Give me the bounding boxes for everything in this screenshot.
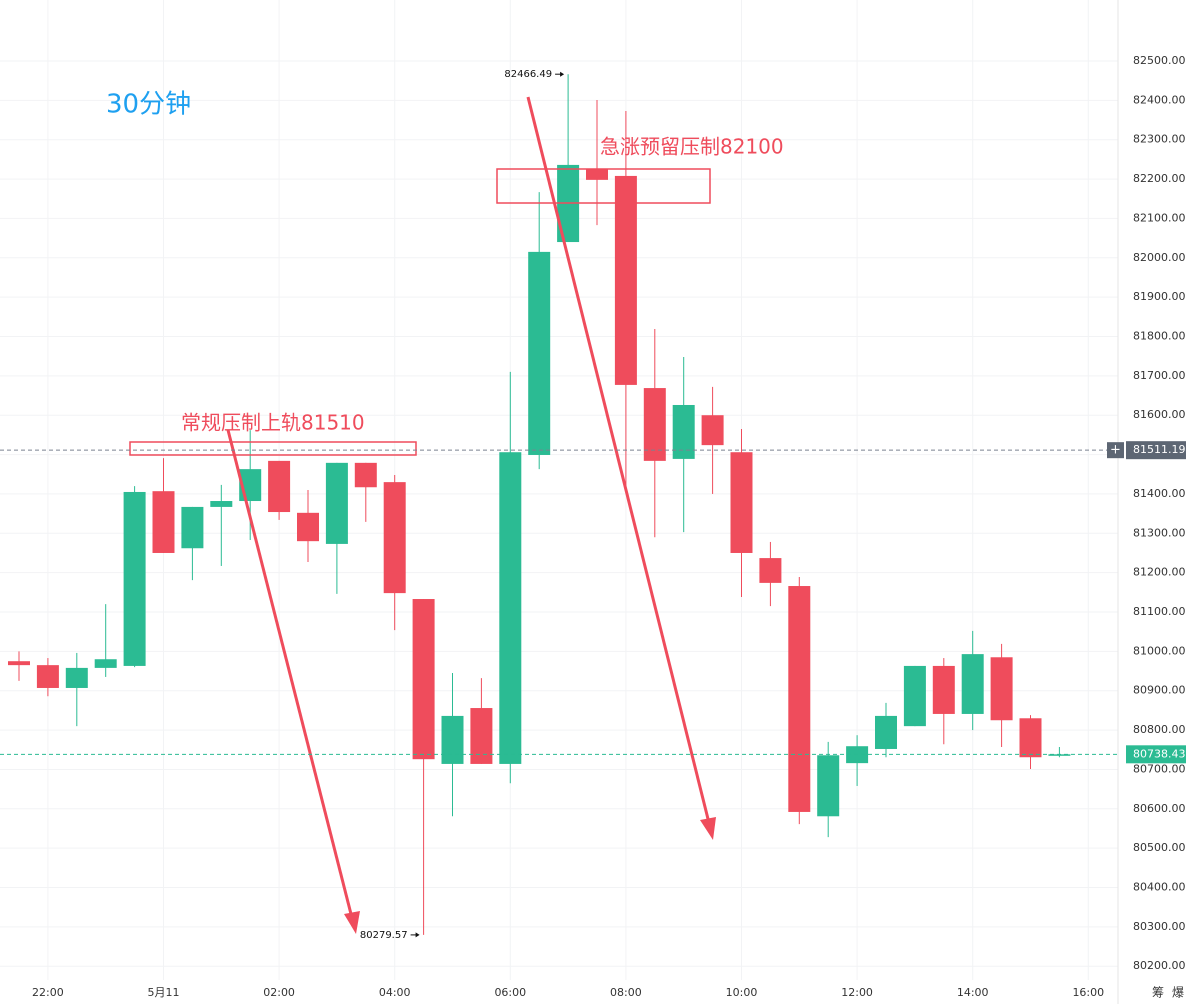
candle-body bbox=[961, 654, 984, 714]
candle-body bbox=[94, 659, 117, 668]
arrow bbox=[226, 429, 354, 919]
chart-title: 30分钟 bbox=[106, 90, 191, 120]
resistance-box bbox=[496, 168, 711, 204]
candle-body bbox=[614, 175, 637, 385]
candle-body bbox=[817, 755, 840, 817]
y-tick-label: 81200.00 bbox=[1133, 566, 1186, 579]
candle-body bbox=[759, 558, 782, 583]
marker-arrow-head bbox=[560, 71, 565, 77]
candle-body bbox=[123, 491, 146, 666]
y-tick-label: 81700.00 bbox=[1133, 369, 1186, 382]
candle-body bbox=[586, 168, 608, 180]
annotation: 常规压制上轨81510 bbox=[181, 411, 365, 435]
y-tick-label: 81800.00 bbox=[1133, 330, 1186, 343]
y-tick-label: 80700.00 bbox=[1133, 762, 1186, 775]
candle-body bbox=[932, 665, 955, 714]
candle-body bbox=[8, 661, 30, 666]
candle-body bbox=[383, 482, 406, 594]
y-tick-label: 80400.00 bbox=[1133, 881, 1186, 894]
x-tick-label: 08:00 bbox=[610, 986, 642, 999]
y-tick-label: 80200.00 bbox=[1133, 959, 1186, 972]
y-tick-label: 81300.00 bbox=[1133, 526, 1186, 539]
candle-body bbox=[441, 715, 464, 764]
candle-body bbox=[412, 599, 435, 760]
x-tick-label: 5月11 bbox=[148, 986, 180, 999]
last-price-label: 80738.43 bbox=[1133, 747, 1186, 760]
candle-body bbox=[672, 404, 695, 459]
x-tick-label: 14:00 bbox=[957, 986, 989, 999]
y-tick-label: 81100.00 bbox=[1133, 605, 1186, 618]
last-price-badge bbox=[1126, 745, 1186, 764]
candle-body bbox=[36, 665, 59, 688]
candle-body bbox=[499, 452, 522, 764]
arrow-head bbox=[344, 911, 360, 934]
candle-body bbox=[528, 251, 551, 455]
y-tick-label: 82300.00 bbox=[1133, 133, 1186, 146]
y-tick-label: 82100.00 bbox=[1133, 211, 1186, 224]
y-tick-label: 81400.00 bbox=[1133, 487, 1186, 500]
y-tick-label: 81900.00 bbox=[1133, 290, 1186, 303]
arrow-head bbox=[700, 817, 716, 840]
price-marker: 80279.57 bbox=[360, 930, 408, 941]
y-tick-label: 80500.00 bbox=[1133, 841, 1186, 854]
y-tick-label: 80300.00 bbox=[1133, 920, 1186, 933]
x-tick-label: 12:00 bbox=[841, 986, 873, 999]
y-tick-label: 82000.00 bbox=[1133, 251, 1186, 264]
candle-body bbox=[701, 415, 724, 446]
candle-body bbox=[354, 462, 377, 488]
price-marker: 82466.49 bbox=[504, 69, 552, 80]
x-tick-label: 22:00 bbox=[32, 986, 64, 999]
x-tick-label: 06:00 bbox=[494, 986, 526, 999]
x-tick-label: 04:00 bbox=[379, 986, 411, 999]
plot bbox=[8, 74, 1071, 935]
arrow bbox=[526, 96, 711, 824]
x-tick-label: 16:00 bbox=[1072, 986, 1104, 999]
crosshair-button[interactable] bbox=[1107, 442, 1124, 459]
y-tick-label: 82400.00 bbox=[1133, 93, 1186, 106]
candle-body bbox=[730, 452, 753, 553]
y-tick-label: 81000.00 bbox=[1133, 644, 1186, 657]
toolbar-button[interactable]: 筹 bbox=[1152, 986, 1164, 1000]
candle-body bbox=[643, 388, 666, 461]
candle-body bbox=[1019, 718, 1042, 758]
candle-body bbox=[210, 501, 233, 507]
marker-arrow-head bbox=[415, 932, 420, 938]
candle-body bbox=[990, 657, 1013, 721]
candle-body bbox=[788, 586, 811, 812]
candle-body bbox=[470, 708, 493, 764]
x-tick-label: 10:00 bbox=[726, 986, 758, 999]
x-tick-label: 02:00 bbox=[263, 986, 295, 999]
candle-body bbox=[903, 665, 926, 727]
candle-body bbox=[152, 491, 175, 553]
y-tick-label: 80800.00 bbox=[1133, 723, 1186, 736]
annotation: 急涨预留压制82100 bbox=[600, 135, 784, 159]
candle-body bbox=[875, 715, 897, 749]
candle-body bbox=[65, 667, 88, 688]
resistance-box bbox=[129, 441, 417, 456]
price-badge-label: 81511.19 bbox=[1133, 443, 1186, 456]
candle-body bbox=[268, 460, 291, 513]
candle-body bbox=[181, 506, 204, 549]
grid bbox=[0, 0, 1118, 980]
y-tick-label: 80900.00 bbox=[1133, 684, 1186, 697]
candle-body bbox=[1048, 754, 1071, 756]
price-badge bbox=[1126, 441, 1186, 460]
candle-body bbox=[325, 462, 348, 544]
y-tick-label: 80600.00 bbox=[1133, 802, 1186, 815]
crosshair-plus: + bbox=[1110, 443, 1121, 458]
y-tick-label: 82200.00 bbox=[1133, 172, 1186, 185]
candle-body bbox=[297, 512, 319, 542]
y-tick-label: 81600.00 bbox=[1133, 408, 1186, 421]
y-tick-label: 82500.00 bbox=[1133, 54, 1186, 67]
toolbar-button[interactable]: 爆 bbox=[1172, 986, 1184, 1000]
